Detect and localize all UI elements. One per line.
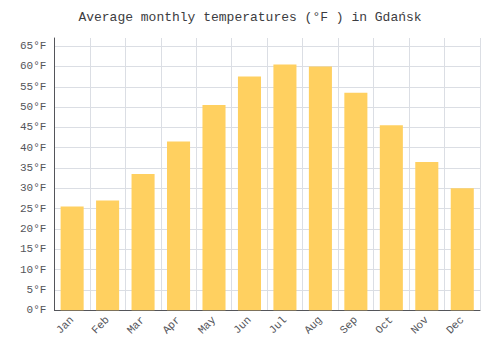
svg-text:10°F: 10°F	[20, 264, 46, 276]
svg-text:Jul: Jul	[267, 314, 289, 336]
svg-text:60°F: 60°F	[20, 60, 46, 72]
svg-text:50°F: 50°F	[20, 101, 46, 113]
svg-text:20°F: 20°F	[20, 223, 46, 235]
svg-text:0°F: 0°F	[27, 304, 47, 316]
svg-text:May: May	[196, 314, 219, 337]
svg-text:55°F: 55°F	[20, 81, 46, 93]
svg-text:Oct: Oct	[373, 314, 395, 336]
svg-text:Aug: Aug	[302, 314, 324, 336]
svg-text:40°F: 40°F	[20, 142, 46, 154]
svg-text:30°F: 30°F	[20, 182, 46, 194]
svg-text:Mar: Mar	[125, 314, 147, 336]
svg-text:5°F: 5°F	[27, 284, 47, 296]
svg-text:15°F: 15°F	[20, 243, 46, 255]
svg-text:Nov: Nov	[409, 314, 432, 337]
svg-text:35°F: 35°F	[20, 162, 46, 174]
svg-text:Average monthly temperatures (: Average monthly temperatures (°F ) in Gd…	[78, 10, 421, 25]
svg-text:Apr: Apr	[160, 314, 182, 336]
svg-text:25°F: 25°F	[20, 203, 46, 215]
svg-text:Feb: Feb	[89, 314, 111, 336]
svg-text:Jan: Jan	[54, 314, 76, 336]
svg-text:45°F: 45°F	[20, 121, 46, 133]
svg-text:Jun: Jun	[231, 314, 253, 336]
svg-text:Sep: Sep	[338, 314, 360, 336]
svg-text:65°F: 65°F	[20, 40, 46, 52]
svg-text:Dec: Dec	[444, 314, 466, 336]
